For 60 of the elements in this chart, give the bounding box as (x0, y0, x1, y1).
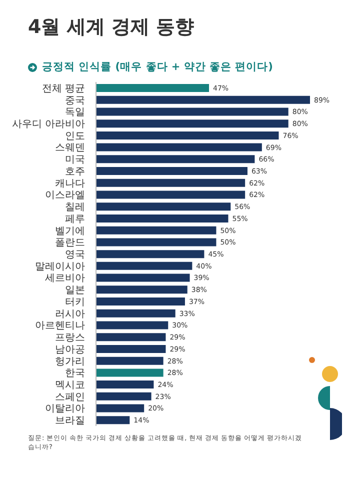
bar (96, 416, 130, 424)
bar (96, 298, 185, 306)
y-tick-label: 이탈리아 (45, 404, 85, 415)
bar (96, 84, 210, 92)
bar (96, 262, 192, 270)
bar (96, 96, 310, 104)
chart-title: 4월 세계 경제 동향 (28, 15, 194, 40)
bar (96, 321, 168, 330)
bar (96, 274, 190, 282)
y-tick-label: 브라질 (55, 416, 85, 427)
bar (96, 190, 246, 199)
y-tick-label: 인도 (65, 130, 85, 142)
bar (96, 344, 166, 353)
y-tick-label: 독일 (65, 107, 85, 118)
y-tick-label: 말레이시아 (35, 261, 85, 272)
y-tick-label: 헝가리 (55, 356, 85, 368)
bar (96, 380, 154, 389)
y-tick-label: 칠레 (65, 202, 85, 214)
bar (96, 250, 204, 258)
bar (96, 368, 164, 377)
bar (96, 120, 288, 128)
bar (96, 143, 262, 152)
bar (96, 167, 248, 176)
y-tick-label: 스페인 (55, 392, 85, 403)
y-tick-label: 캐나다 (55, 178, 85, 190)
bar (96, 214, 228, 222)
y-tick-label: 터키 (65, 296, 85, 308)
bar (96, 404, 144, 412)
y-tick-label: 일본 (65, 285, 85, 296)
y-tick-label: 호주 (65, 166, 85, 178)
bar (96, 356, 164, 365)
bar (96, 155, 255, 164)
y-tick-label: 벨기에 (55, 226, 85, 237)
bar (96, 131, 279, 140)
bar (96, 333, 166, 342)
y-tick-label: 전체 평균 (42, 83, 85, 94)
y-tick-label: 멕시코 (55, 380, 85, 391)
bar (96, 309, 176, 318)
chart-subtitle: 긍정적 인식률 (매우 좋다 + 약간 좋은 편이다) (42, 60, 273, 74)
y-tick-label: 영국 (65, 250, 85, 260)
y-tick-label: 미국 (65, 154, 85, 166)
y-tick-label: 사우디 아라비아 (12, 119, 85, 130)
y-tick-label: 프랑스 (55, 332, 85, 344)
y-tick-label: 이스라엘 (45, 190, 85, 202)
bar (96, 286, 188, 294)
y-tick-label: 페루 (65, 214, 85, 225)
y-tick-label: 러시아 (55, 308, 85, 320)
bar (96, 202, 231, 211)
y-tick-label: 남아공 (55, 344, 85, 356)
y-tick-label: 폴란드 (55, 238, 85, 249)
bar (96, 238, 216, 246)
bar (96, 392, 152, 400)
y-tick-label: 아르헨티나 (35, 320, 85, 332)
y-tick-label: 스웨덴 (55, 142, 85, 154)
bar (96, 108, 288, 116)
y-tick-label: 한국 (65, 368, 85, 380)
bar (96, 178, 246, 187)
y-tick-label: 중국 (65, 95, 85, 106)
y-tick-label: 세르비아 (45, 273, 85, 284)
bar (96, 226, 216, 234)
